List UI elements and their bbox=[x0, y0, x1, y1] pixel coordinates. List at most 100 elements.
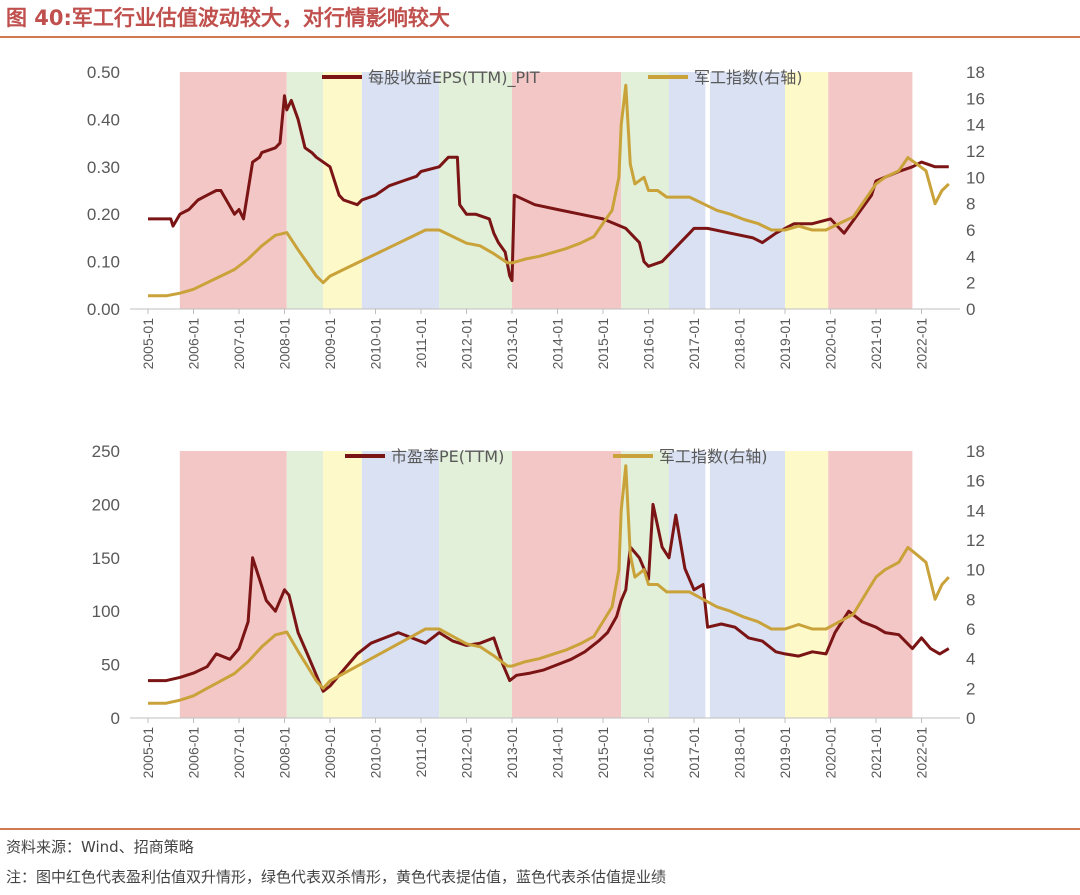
x-tick-label: 2005-01 bbox=[140, 727, 156, 779]
x-tick-label: 2011-01 bbox=[413, 727, 429, 778]
x-tick-group: 2020-01 bbox=[823, 318, 839, 370]
footer-divider bbox=[0, 828, 1080, 830]
period-band bbox=[785, 451, 829, 718]
x-tick-group: 2006-01 bbox=[186, 727, 202, 779]
period-band bbox=[439, 72, 512, 309]
x-tick-label: 2012-01 bbox=[459, 727, 475, 779]
x-tick-group: 2009-01 bbox=[322, 318, 338, 370]
y-right-tick-label: 16 bbox=[966, 472, 985, 491]
x-tick-label: 2013-01 bbox=[504, 727, 520, 779]
y-left-tick-label: 0.30 bbox=[87, 158, 120, 177]
period-band bbox=[709, 451, 785, 718]
y-right-tick-label: 0 bbox=[966, 300, 975, 319]
x-tick-label: 2015-01 bbox=[595, 318, 611, 370]
x-tick-label: 2019-01 bbox=[777, 318, 793, 370]
x-tick-group: 2016-01 bbox=[641, 318, 657, 370]
y-right-tick-label: 18 bbox=[966, 442, 985, 461]
x-tick-group: 2007-01 bbox=[231, 727, 247, 779]
y-right-tick-label: 12 bbox=[966, 142, 985, 161]
y-right-tick-label: 14 bbox=[966, 116, 985, 135]
x-tick-label: 2009-01 bbox=[322, 318, 338, 370]
x-tick-label: 2018-01 bbox=[732, 727, 748, 779]
index-series-line bbox=[148, 83, 950, 298]
x-tick-group: 2021-01 bbox=[868, 318, 884, 370]
x-tick-group: 2008-01 bbox=[277, 727, 293, 779]
y-left-tick-label: 0.20 bbox=[87, 205, 120, 224]
period-band bbox=[361, 451, 440, 718]
x-tick-label: 2007-01 bbox=[231, 318, 247, 370]
x-tick-group: 2009-01 bbox=[322, 727, 338, 779]
x-tick-group: 2010-01 bbox=[368, 318, 384, 370]
x-tick-label: 2005-01 bbox=[140, 318, 156, 370]
y-left-tick-label: 150 bbox=[92, 549, 120, 568]
period-band bbox=[621, 72, 669, 309]
note-text: 注：图中红色代表盈利估值双升情形，绿色代表双杀情形，黄色代表提估值，蓝色代表杀估… bbox=[6, 868, 667, 886]
y-left-tick-label: 0.10 bbox=[87, 253, 120, 272]
x-tick-label: 2008-01 bbox=[277, 727, 293, 779]
y-right-tick-label: 10 bbox=[966, 168, 985, 187]
period-band bbox=[668, 451, 706, 718]
x-tick-label: 2012-01 bbox=[459, 318, 475, 370]
x-tick-group: 2012-01 bbox=[459, 727, 475, 779]
legend-label: 军工指数(右轴) bbox=[694, 68, 803, 87]
y-right-tick-label: 0 bbox=[966, 709, 975, 728]
source-text: 资料来源：Wind、招商策略 bbox=[6, 838, 194, 856]
x-tick-group: 2018-01 bbox=[732, 318, 748, 370]
y-left-tick-label: 0.40 bbox=[87, 110, 120, 129]
x-tick-label: 2020-01 bbox=[823, 727, 839, 779]
x-tick-group: 2022-01 bbox=[914, 727, 930, 779]
y-right-tick-label: 18 bbox=[966, 63, 985, 82]
legend-label: 军工指数(右轴) bbox=[659, 447, 768, 466]
y-right-tick-label: 12 bbox=[966, 531, 985, 550]
x-tick-label: 2018-01 bbox=[732, 318, 748, 370]
x-tick-group: 2019-01 bbox=[777, 318, 793, 370]
period-band bbox=[179, 451, 287, 718]
x-tick-label: 2014-01 bbox=[550, 727, 566, 779]
x-tick-group: 2014-01 bbox=[550, 318, 566, 370]
x-tick-group: 2020-01 bbox=[823, 727, 839, 779]
x-tick-group: 2005-01 bbox=[140, 318, 156, 370]
primary-series-line bbox=[148, 94, 949, 283]
period-band bbox=[709, 72, 785, 309]
x-tick-group: 2013-01 bbox=[504, 318, 520, 370]
page-title: 图 40:军工行业估值波动较大，对行情影响较大 bbox=[6, 6, 450, 30]
x-tick-label: 2006-01 bbox=[186, 727, 202, 779]
x-tick-label: 2013-01 bbox=[504, 318, 520, 370]
y-right-tick-label: 2 bbox=[966, 679, 975, 698]
y-right-tick-label: 6 bbox=[966, 221, 975, 240]
period-band bbox=[668, 72, 706, 309]
y-right-tick-label: 6 bbox=[966, 620, 975, 639]
period-band bbox=[512, 72, 622, 309]
x-tick-group: 2018-01 bbox=[732, 727, 748, 779]
x-tick-group: 2007-01 bbox=[231, 318, 247, 370]
x-tick-group: 2017-01 bbox=[686, 727, 702, 779]
x-tick-group: 2011-01 bbox=[413, 727, 429, 778]
x-tick-label: 2007-01 bbox=[231, 727, 247, 779]
period-band bbox=[361, 72, 440, 309]
y-left-tick-label: 250 bbox=[92, 442, 120, 461]
title-divider bbox=[0, 36, 1080, 38]
y-left-tick-label: 100 bbox=[92, 602, 120, 621]
x-tick-group: 2022-01 bbox=[914, 318, 930, 370]
x-tick-group: 2005-01 bbox=[140, 727, 156, 779]
x-tick-label: 2019-01 bbox=[777, 727, 793, 779]
y-left-tick-label: 200 bbox=[92, 495, 120, 514]
x-tick-group: 2012-01 bbox=[459, 318, 475, 370]
x-tick-group: 2006-01 bbox=[186, 318, 202, 370]
index-series-line bbox=[148, 464, 950, 705]
x-tick-group: 2019-01 bbox=[777, 727, 793, 779]
x-tick-label: 2016-01 bbox=[641, 727, 657, 779]
x-tick-label: 2008-01 bbox=[277, 318, 293, 370]
x-tick-label: 2015-01 bbox=[595, 727, 611, 779]
x-tick-label: 2020-01 bbox=[823, 318, 839, 370]
x-tick-group: 2008-01 bbox=[277, 318, 293, 370]
period-band bbox=[323, 451, 362, 718]
y-left-tick-label: 0.00 bbox=[87, 300, 120, 319]
primary-series-line bbox=[148, 502, 950, 693]
period-band bbox=[512, 451, 622, 718]
y-left-tick-label: 0 bbox=[111, 709, 120, 728]
legend-label: 市盈率PE(TTM) bbox=[391, 447, 504, 466]
y-right-tick-label: 8 bbox=[966, 590, 975, 609]
